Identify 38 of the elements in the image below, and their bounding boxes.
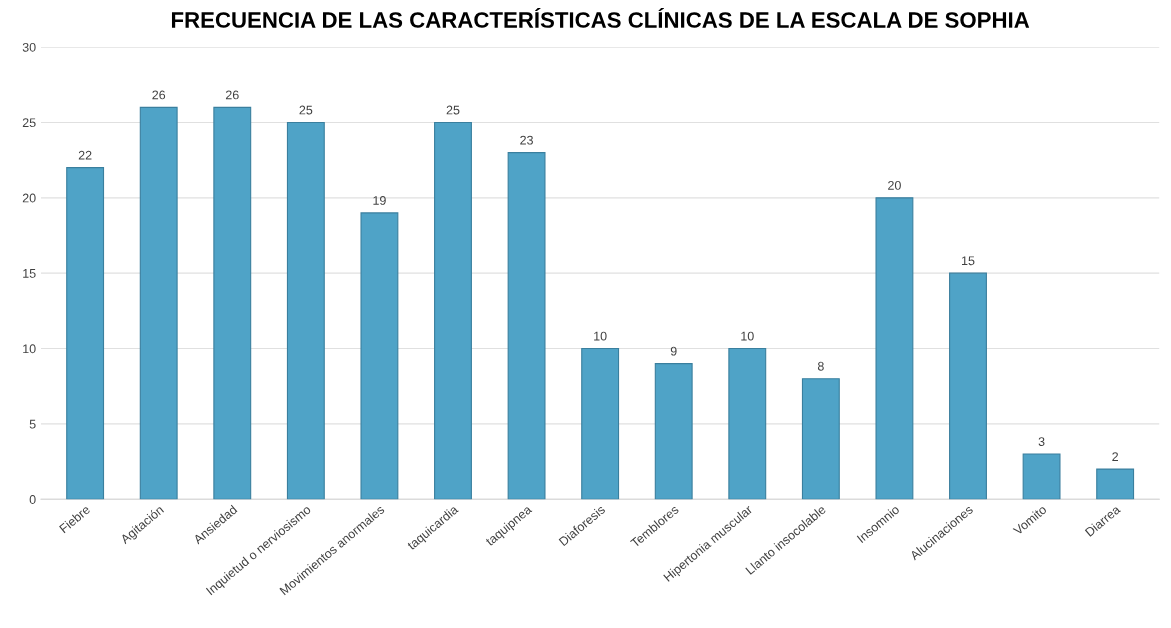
- y-tick-label: 5: [29, 419, 36, 429]
- data-label: 26: [225, 90, 239, 100]
- bar: [875, 197, 914, 500]
- data-label: 19: [373, 196, 386, 205]
- bar: [728, 347, 767, 500]
- y-tick-label: 20: [22, 193, 36, 203]
- bar: [360, 212, 399, 500]
- y-tick-label: 25: [22, 118, 36, 128]
- bar: [139, 106, 178, 500]
- data-label: 2: [1112, 452, 1118, 461]
- bar: [1096, 468, 1135, 500]
- bar: [507, 152, 546, 500]
- y-tick-label: 15: [23, 269, 36, 278]
- data-label: 10: [594, 331, 607, 341]
- bar: [434, 121, 472, 500]
- data-label: 23: [520, 135, 533, 145]
- y-tick-label: 0: [29, 495, 36, 504]
- y-tick-label: 10: [23, 344, 36, 354]
- data-label: 10: [741, 331, 754, 341]
- bar: [1022, 453, 1061, 500]
- data-label: 9: [670, 346, 677, 356]
- chart-title: FRECUENCIA DE LAS CARACTERÍSTICAS CLÍNICAS DE LA ESCALA DE SOPHIA: [171, 7, 1030, 28]
- bar: [213, 106, 252, 500]
- bar: [949, 272, 987, 500]
- data-label: 20: [888, 180, 901, 190]
- data-label: 15: [962, 256, 975, 266]
- data-label: 26: [152, 90, 166, 100]
- data-label: 25: [299, 105, 313, 115]
- bar: [801, 378, 840, 500]
- bar: [581, 347, 620, 500]
- data-label: 3: [1038, 437, 1045, 447]
- bar: [286, 121, 325, 500]
- y-tick-label: 30: [22, 42, 36, 52]
- data-label: 22: [78, 150, 92, 160]
- data-label: 8: [817, 361, 824, 371]
- bar: [654, 363, 693, 500]
- bar: [66, 167, 105, 500]
- data-label: 25: [446, 105, 460, 115]
